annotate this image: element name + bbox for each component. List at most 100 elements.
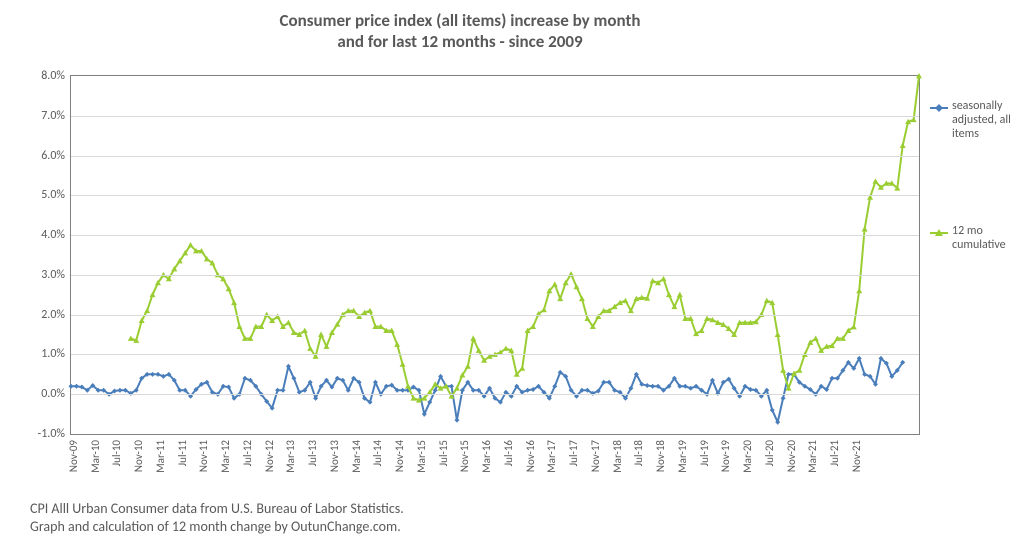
x-tick-label: Jul-17 xyxy=(567,438,580,466)
marker-cumulative xyxy=(150,292,156,297)
marker-cumulative xyxy=(780,367,786,372)
marker-cumulative xyxy=(552,281,558,286)
x-tick-label: Mar-11 xyxy=(154,438,167,473)
marker-seasonal xyxy=(69,384,74,389)
legend-swatch-cumulative xyxy=(930,227,948,239)
x-tick-label: Nov-13 xyxy=(328,438,341,472)
y-tick-label: 4.0% xyxy=(41,228,65,242)
marker-cumulative xyxy=(470,336,476,341)
x-tick-label: Jul-16 xyxy=(502,438,515,466)
footer-line1: CPI Alll Urban Consumer data from U.S. B… xyxy=(30,500,404,518)
plot-area: -1.0%0.0%1.0%2.0%3.0%4.0%5.0%6.0%7.0%8.0… xyxy=(70,75,920,435)
x-tick-label: Jul-19 xyxy=(698,438,711,466)
x-tick-label: Mar-18 xyxy=(611,438,624,473)
marker-cumulative xyxy=(677,292,683,297)
legend-label-seasonal: seasonallyadjusted, allitems xyxy=(952,100,1011,141)
legend-entry-cumulative: 12 mocumulative xyxy=(930,225,1018,259)
marker-cumulative xyxy=(851,324,857,329)
marker-cumulative xyxy=(666,292,672,297)
y-tick-label: -1.0% xyxy=(38,427,65,441)
x-tick-label: Jul-10 xyxy=(110,438,123,466)
marker-cumulative xyxy=(367,308,373,313)
footer-line2: Graph and calculation of 12 month change… xyxy=(30,518,404,536)
marker-cumulative xyxy=(405,383,411,388)
x-tick-label: Nov-15 xyxy=(458,438,471,472)
marker-cumulative xyxy=(900,143,906,148)
legend-entry-seasonal: seasonallyadjusted, allitems xyxy=(930,100,1018,147)
legend-swatch-seasonal xyxy=(930,102,948,114)
marker-cumulative xyxy=(503,345,509,350)
marker-seasonal xyxy=(275,388,280,393)
marker-cumulative xyxy=(231,300,237,305)
x-tick-label: Nov-17 xyxy=(589,438,602,472)
marker-cumulative xyxy=(873,178,879,183)
marker-seasonal xyxy=(645,383,650,388)
x-tick-label: Jul-20 xyxy=(763,438,776,466)
cpi-chart-container: Consumer price index (all items) increas… xyxy=(0,0,1024,546)
marker-cumulative xyxy=(454,385,460,390)
gridline xyxy=(71,195,919,196)
x-tick-label: Jul-11 xyxy=(176,438,189,466)
x-tick-label: Nov-12 xyxy=(263,438,276,472)
x-tick-label: Nov-14 xyxy=(393,438,406,472)
marker-cumulative xyxy=(519,365,525,370)
gridline xyxy=(71,354,919,355)
marker-seasonal xyxy=(786,372,791,377)
x-tick-label: Jul-21 xyxy=(828,438,841,466)
x-tick-label: Jul-14 xyxy=(371,438,384,466)
y-tick-label: 5.0% xyxy=(41,188,65,202)
gridline xyxy=(71,116,919,117)
x-tick-label: Mar-16 xyxy=(480,438,493,473)
marker-seasonal xyxy=(161,374,166,379)
marker-cumulative xyxy=(916,73,922,78)
marker-cumulative xyxy=(307,345,313,350)
marker-cumulative xyxy=(530,324,536,329)
y-tick-label: 8.0% xyxy=(41,69,65,83)
chart-svg xyxy=(71,76,919,434)
x-tick-label: Mar-12 xyxy=(219,438,232,473)
marker-seasonal xyxy=(117,388,122,393)
marker-seasonal xyxy=(650,384,655,389)
legend-label-cumulative: 12 mocumulative xyxy=(952,225,1006,253)
marker-seasonal xyxy=(242,376,247,381)
marker-cumulative xyxy=(584,316,590,321)
gridline xyxy=(71,235,919,236)
marker-cumulative xyxy=(323,343,329,348)
x-tick-label: Nov-09 xyxy=(67,438,80,472)
marker-cumulative xyxy=(318,332,324,337)
marker-cumulative xyxy=(400,361,406,366)
x-tick-label: Mar-20 xyxy=(741,438,754,473)
marker-cumulative xyxy=(856,288,862,293)
chart-title-line1: Consumer price index (all items) increas… xyxy=(0,10,920,31)
marker-seasonal xyxy=(862,372,867,377)
marker-cumulative xyxy=(661,276,667,281)
x-tick-label: Mar-21 xyxy=(806,438,819,473)
marker-seasonal xyxy=(781,396,786,401)
marker-cumulative xyxy=(813,336,819,341)
marker-cumulative xyxy=(394,342,400,347)
y-tick-label: 1.0% xyxy=(41,347,65,361)
gridline xyxy=(71,394,919,395)
gridline xyxy=(71,156,919,157)
marker-cumulative xyxy=(862,226,868,231)
y-tick-label: 2.0% xyxy=(41,308,65,322)
y-tick-label: 7.0% xyxy=(41,109,65,123)
x-tick-label: Nov-16 xyxy=(524,438,537,472)
marker-cumulative xyxy=(476,347,482,352)
marker-seasonal xyxy=(454,418,459,423)
x-tick-label: Mar-10 xyxy=(89,438,102,473)
marker-seasonal xyxy=(281,388,286,393)
marker-cumulative xyxy=(796,367,802,372)
x-tick-label: Mar-14 xyxy=(350,438,363,473)
marker-cumulative xyxy=(574,284,580,289)
marker-cumulative xyxy=(579,296,585,301)
marker-cumulative xyxy=(465,363,471,368)
marker-cumulative xyxy=(302,328,308,333)
x-tick-label: Nov-18 xyxy=(654,438,667,472)
x-tick-label: Nov-10 xyxy=(132,438,145,472)
marker-cumulative xyxy=(775,332,781,337)
x-tick-label: Nov-11 xyxy=(197,438,210,472)
y-tick-label: 6.0% xyxy=(41,149,65,163)
x-tick-label: Jul-13 xyxy=(306,438,319,466)
x-tick-label: Jul-18 xyxy=(632,438,645,466)
